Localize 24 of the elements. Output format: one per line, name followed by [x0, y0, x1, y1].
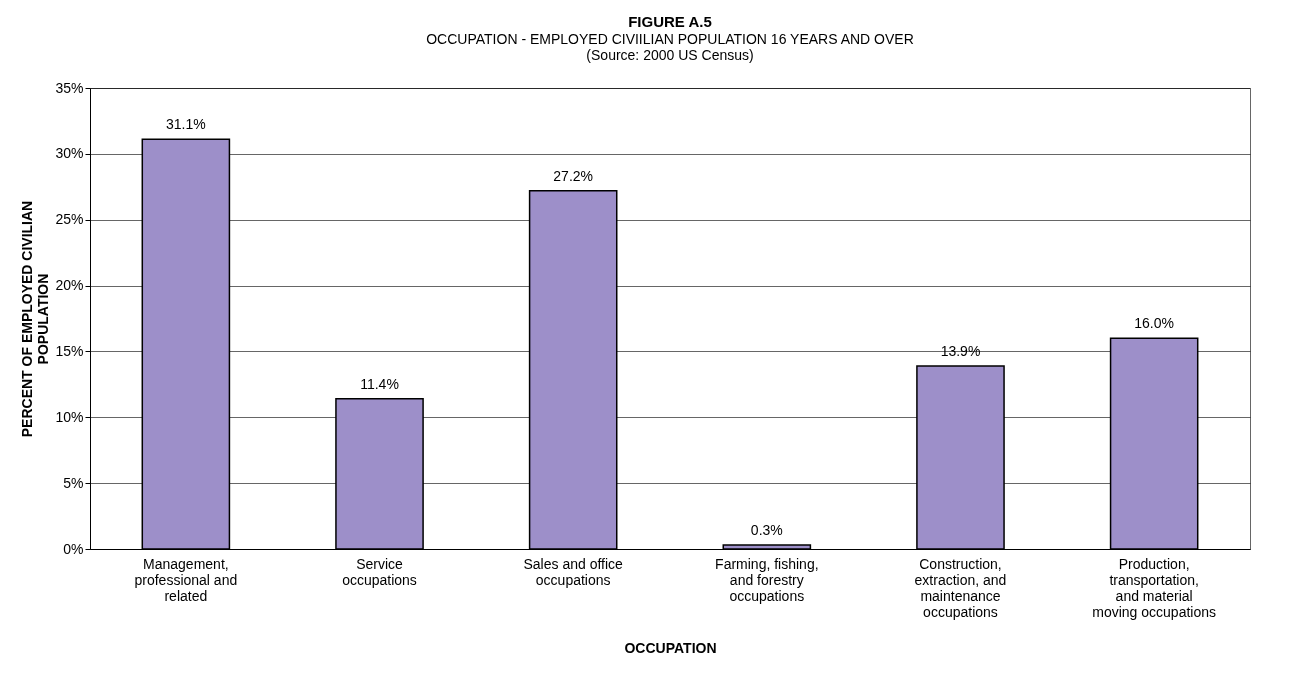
y-axis-title: PERCENT OF EMPLOYED CIVILIAN POPULATION — [19, 200, 52, 438]
data-label: 11.4% — [360, 375, 399, 392]
data-label: 16.0% — [1134, 315, 1174, 332]
x-tick-label: Farming, fishing, and forestry occupations — [715, 555, 819, 604]
x-tick-label: Production, transportation, and material moving occupations — [1092, 555, 1217, 620]
y-tick-label: 25% — [55, 211, 84, 228]
x-tick-label: Service occupations — [342, 555, 417, 588]
x-axis-title: OCCUPATION — [624, 639, 717, 656]
x-tick-label: Sales and office occupations — [523, 555, 624, 588]
y-tick-label: 35% — [55, 79, 84, 96]
data-label: 27.2% — [553, 167, 594, 184]
chart-subtitle: OCCUPATION - EMPLOYED CIVIILIAN POPULATION 16 YEARS AND OVER — [426, 31, 914, 47]
chart-title: FIGURE A.5 — [628, 13, 712, 30]
x-tick-label: Management, professional and related — [134, 555, 238, 604]
y-tick-label: 0% — [63, 540, 84, 557]
data-label: 0.3% — [750, 522, 783, 539]
data-label: 31.1% — [166, 116, 206, 133]
x-tick-label: Construction, extraction, and maintenance occupations — [914, 555, 1007, 620]
y-tick-label: 30% — [55, 145, 84, 162]
y-tick-label: 20% — [55, 277, 84, 294]
y-tick-label: 10% — [55, 408, 84, 425]
y-tick-label: 5% — [63, 474, 84, 491]
text: (Source: 2000 US Census) — [586, 47, 754, 63]
y-tick-label: 15% — [55, 342, 84, 359]
